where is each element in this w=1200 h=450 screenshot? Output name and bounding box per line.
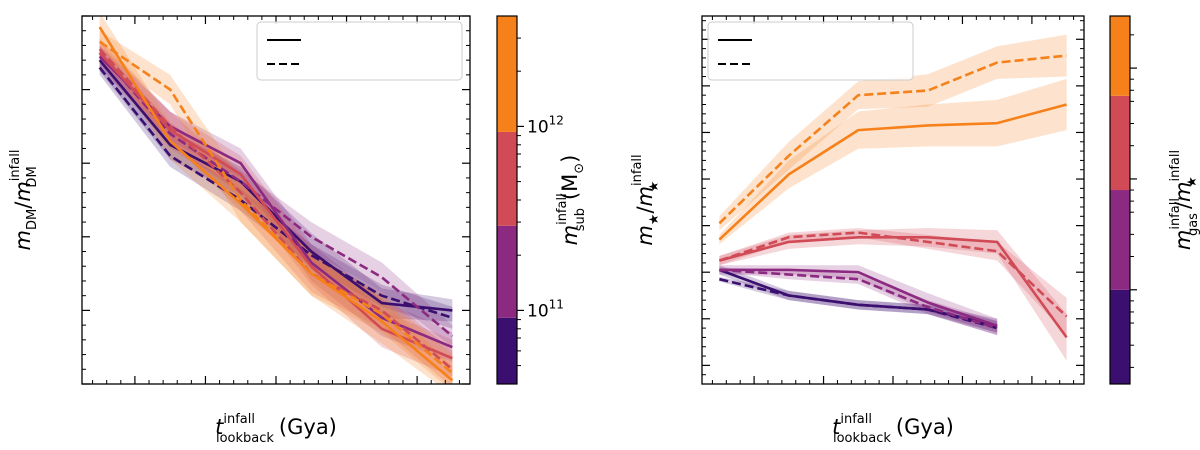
y-label-den: m	[633, 186, 657, 206]
band-indirect_bin3	[719, 227, 1067, 336]
colorbar-segment	[497, 16, 517, 132]
x-axis-label: tinfall lookback (Gya)	[832, 412, 954, 446]
y-axis-label: mDM/minfall DM	[8, 150, 40, 251]
y-label-slash: /	[633, 206, 657, 214]
x-label-sup: infall	[840, 412, 872, 427]
plot-area	[718, 34, 1068, 361]
colorbar: minfall gas/minfall★	[1109, 15, 1200, 385]
cb-label-sub: sub	[573, 208, 588, 231]
cb-label-num-sup: infall	[1168, 198, 1183, 230]
colorbar-segment	[1110, 190, 1130, 290]
band-indirect_bin4	[719, 34, 1067, 231]
colorbar-segment	[497, 317, 517, 384]
colorbar-segment	[497, 225, 517, 318]
panel-left: tinfall lookback (Gya)mDM/minfall DM1011101…	[8, 15, 588, 446]
cb-label-unit-close: )	[558, 155, 582, 163]
y-label-den: m	[11, 181, 35, 201]
band-indirect_bin2	[719, 267, 998, 336]
y-label-num: m	[11, 230, 35, 250]
series-indirect_bin2	[719, 268, 998, 330]
legend	[256, 21, 463, 81]
cb-label-den-sup: infall	[1168, 150, 1183, 182]
cb-label-num-sub: gas	[1186, 213, 1200, 236]
y-label-den-sup: infall	[630, 154, 645, 186]
cb-label-sup: infall	[555, 193, 570, 225]
series-indirect_bin1	[719, 277, 998, 330]
x-label-unit: (Gya)	[896, 415, 954, 439]
colorbar-tick-base: 10	[527, 301, 549, 321]
colorbar-segment	[1110, 289, 1130, 384]
band-direct_bin4	[99, 16, 453, 384]
band-indirect_bin1	[99, 60, 453, 329]
colorbar-tick-base: 10	[527, 117, 549, 137]
colorbar-frame	[1109, 15, 1131, 385]
band-direct_bin1	[99, 49, 453, 322]
colorbar-label: minfall sub (M⊙)	[555, 155, 588, 246]
panel-right: tinfall lookback (Gya)m★/minfall★minfall ga…	[630, 15, 1200, 446]
x-label-unit: (Gya)	[279, 415, 337, 439]
cb-label-den-sub: ★	[1185, 176, 1200, 188]
x-label-sub: lookback	[216, 431, 274, 446]
band-indirect_bin3	[99, 38, 453, 384]
series-indirect_bin4	[98, 40, 454, 374]
band-direct_bin2	[99, 45, 453, 362]
colorbar-segment	[1110, 16, 1130, 96]
x-axis-label: tinfall lookback (Gya)	[215, 412, 337, 446]
y-label-num-sub: DM	[25, 209, 40, 230]
colorbar-tick-label: 1011	[527, 297, 564, 321]
series-direct_bin2	[719, 268, 998, 328]
colorbar-segment	[497, 131, 517, 226]
series-direct_bin1	[98, 59, 453, 312]
colorbar-label: minfall gas/minfall★	[1168, 150, 1200, 250]
y-label-num-sub: ★	[647, 214, 662, 226]
y-label-den-sub: ★	[647, 181, 662, 193]
cb-label-unit-sub: ⊙	[572, 163, 587, 174]
band-direct_bin4	[719, 78, 1067, 245]
y-label-den-sup: infall	[8, 150, 23, 182]
series-indirect_bin3	[718, 231, 1068, 318]
y-label-den-sub: DM	[25, 166, 40, 187]
colorbar-tick-exp: 12	[549, 113, 564, 127]
series-indirect_bin4	[718, 54, 1067, 225]
series-direct_bin2	[98, 55, 453, 349]
series-indirect_bin2	[98, 51, 454, 338]
cb-label-main: m	[558, 225, 582, 245]
band-indirect_bin2	[99, 45, 453, 348]
colorbar-tick-exp: 11	[549, 297, 564, 311]
series-direct_bin4	[718, 103, 1067, 241]
cb-label-den: m	[1171, 181, 1195, 201]
series-indirect_bin1	[98, 66, 453, 320]
legend	[707, 21, 914, 81]
plot-area	[98, 16, 454, 384]
colorbar-tick-label: 1012	[527, 113, 564, 137]
legend-box	[707, 21, 914, 81]
x-label-sub: lookback	[833, 431, 891, 446]
y-label-slash: /	[11, 201, 35, 209]
y-axis-label: m★/minfall★	[630, 154, 662, 245]
x-label-sup: infall	[223, 412, 255, 427]
legend-box	[256, 21, 463, 81]
cb-label-slash: /	[1171, 201, 1195, 209]
y-label-num: m	[633, 225, 657, 245]
cb-label-unit-open: (M	[558, 174, 582, 200]
series-indirect_bin3	[98, 48, 454, 371]
x-label-main: t	[215, 415, 224, 439]
series-direct_bin3	[98, 51, 453, 360]
cb-label-num: m	[1171, 230, 1195, 250]
colorbar-segment	[1110, 95, 1130, 191]
x-label-main: t	[832, 415, 841, 439]
